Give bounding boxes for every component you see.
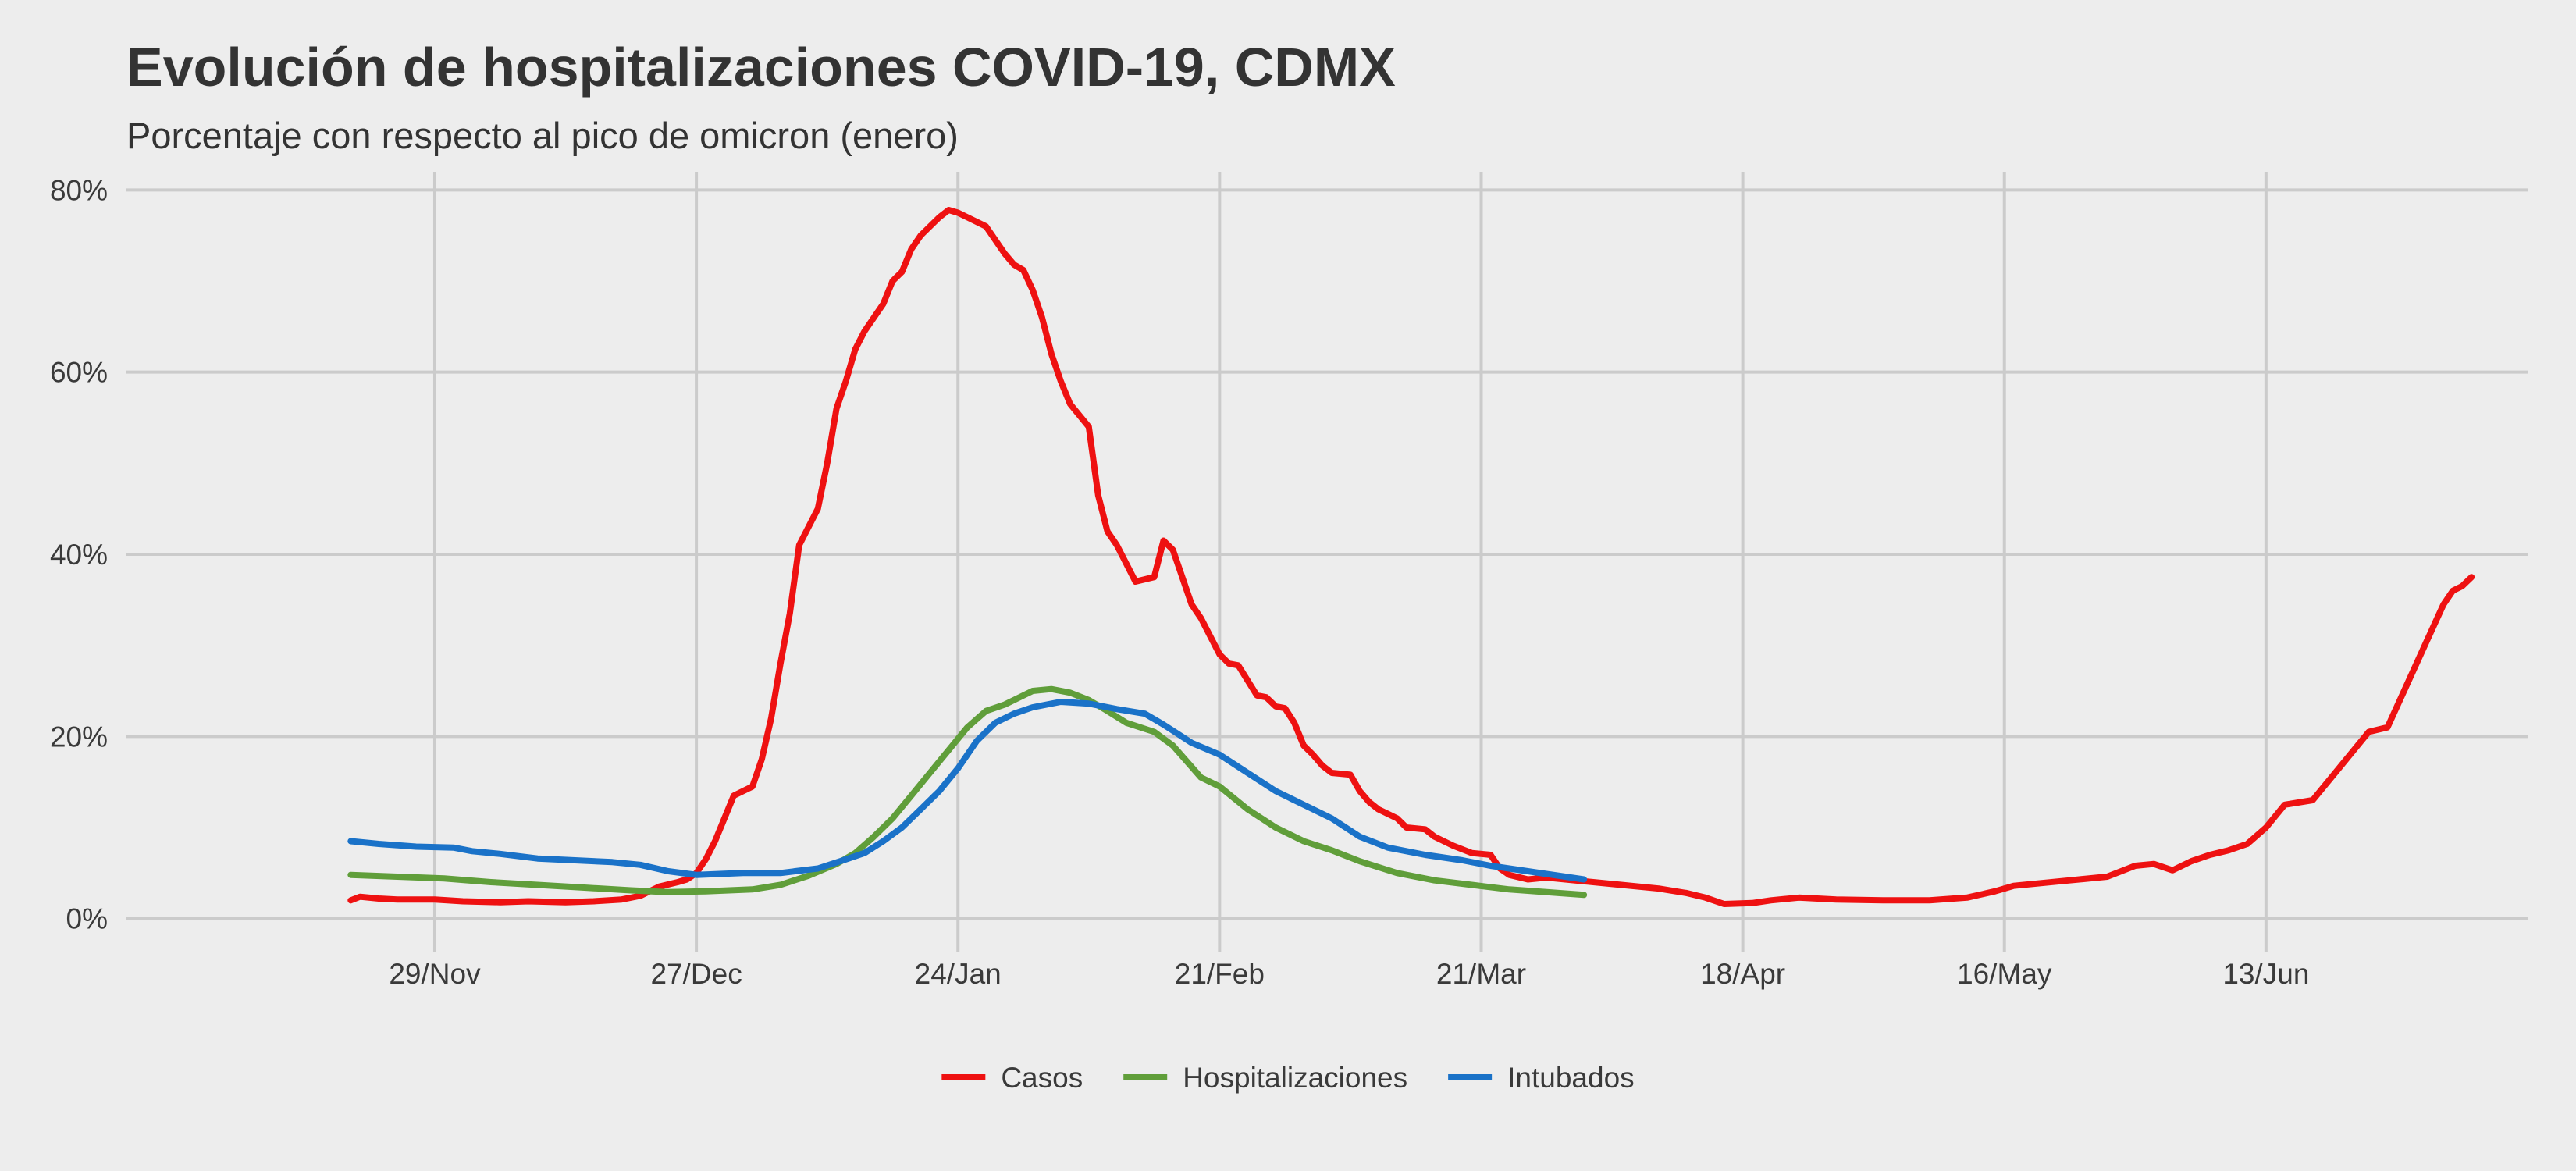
x-tick-label: 16/May <box>1957 958 2052 990</box>
y-tick-label: 20% <box>50 721 108 753</box>
x-axis-tick-labels: 29/Nov 27/Dec 24/Jan 21/Feb 21/Mar 18/Apr 16/M… <box>389 958 2309 990</box>
y-tick-label: 0% <box>66 903 108 935</box>
plot-series <box>347 207 2475 907</box>
y-tick-label: 40% <box>50 539 108 571</box>
series-line-casos <box>347 207 2475 907</box>
legend-label: Casos <box>1001 1062 1083 1094</box>
grid-lines <box>126 172 2528 952</box>
x-tick-label: 13/Jun <box>2222 958 2309 990</box>
chart-title: Evolución de hospitalizaciones COVID-19,… <box>126 37 1396 98</box>
legend: Casos Hospitalizaciones Intubados <box>941 1062 1635 1094</box>
x-tick-label: 18/Apr <box>1700 958 1785 990</box>
legend-label: Hospitalizaciones <box>1183 1062 1407 1094</box>
legend-item-intubados: Intubados <box>1448 1062 1635 1094</box>
chart-subtitle: Porcentaje con respecto al pico de omicr… <box>126 115 959 156</box>
x-tick-label: 24/Jan <box>915 958 1002 990</box>
legend-item-hospitalizaciones: Hospitalizaciones <box>1123 1062 1407 1094</box>
y-tick-label: 80% <box>50 174 108 206</box>
x-tick-label: 21/Mar <box>1436 958 1526 990</box>
legend-item-casos: Casos <box>941 1062 1083 1094</box>
legend-label: Intubados <box>1507 1062 1635 1094</box>
x-tick-label: 27/Dec <box>650 958 742 990</box>
y-axis-tick-labels: 0% 20% 40% 60% 80% <box>50 174 108 934</box>
y-tick-label: 60% <box>50 357 108 389</box>
x-tick-label: 21/Feb <box>1175 958 1265 990</box>
x-tick-label: 29/Nov <box>389 958 481 990</box>
series-line-intubados <box>347 699 1588 883</box>
series-line-hospitalizaciones <box>347 685 1588 899</box>
